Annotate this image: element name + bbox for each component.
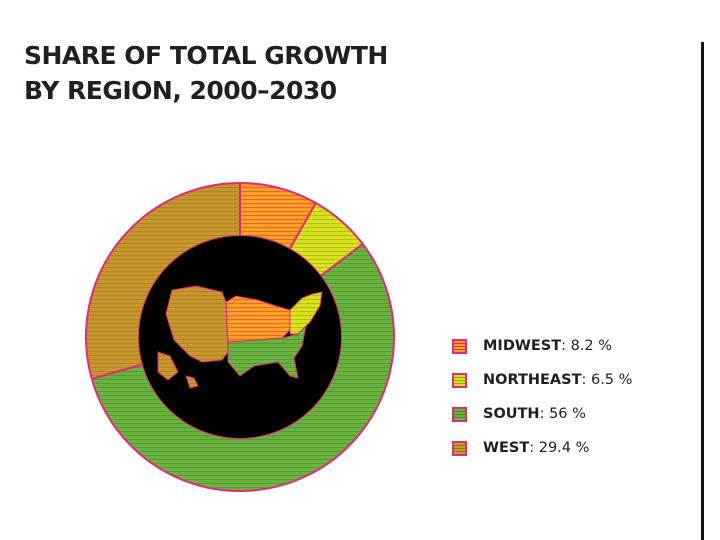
legend-item-midwest: MIDWEST: 8.2 % bbox=[452, 334, 632, 358]
chart-title: SHARE OF TOTAL GROWTH BY REGION, 2000–20… bbox=[24, 38, 388, 108]
us-map-icon bbox=[157, 285, 323, 389]
map-alaska bbox=[157, 351, 179, 381]
legend-swatch-northeast bbox=[452, 372, 467, 388]
map-west bbox=[165, 285, 229, 363]
vertical-divider bbox=[701, 42, 704, 540]
legend-item-northeast: NORTHEAST: 6.5 % bbox=[452, 368, 632, 392]
legend-name-northeast: NORTHEAST bbox=[483, 372, 582, 388]
legend-value-west: 29.4 % bbox=[538, 440, 590, 456]
legend-value-midwest: 8.2 % bbox=[570, 338, 613, 354]
legend-swatch-midwest bbox=[452, 338, 467, 354]
slice-south bbox=[90, 242, 395, 492]
legend-name-midwest: MIDWEST bbox=[483, 338, 562, 354]
map-hawaii bbox=[185, 375, 199, 389]
chart-title-line-2: BY REGION, 2000–2030 bbox=[24, 76, 337, 105]
legend-item-west: WEST: 29.4 % bbox=[452, 436, 632, 460]
legend-name-south: SOUTH bbox=[483, 406, 540, 422]
map-south bbox=[227, 324, 307, 379]
legend-item-south: SOUTH: 56 % bbox=[452, 402, 632, 426]
legend-swatch-west bbox=[452, 440, 467, 456]
legend-swatch-south bbox=[452, 406, 467, 422]
chart-title-line-1: SHARE OF TOTAL GROWTH bbox=[24, 41, 388, 70]
legend-value-northeast: 6.5 % bbox=[590, 372, 633, 388]
legend-value-south: 56 % bbox=[549, 406, 586, 422]
legend: MIDWEST: 8.2 % NORTHEAST: 6.5 % SOUTH: 5… bbox=[452, 334, 632, 470]
map-northeast bbox=[289, 291, 323, 335]
legend-name-west: WEST bbox=[483, 440, 530, 456]
